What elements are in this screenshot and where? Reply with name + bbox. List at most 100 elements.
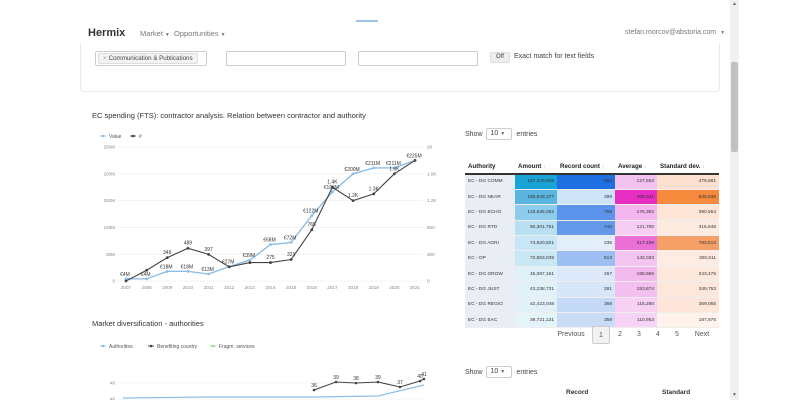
legend-label: Benefiting country <box>157 344 198 350</box>
scroll-down-icon[interactable]: ▼ <box>732 392 737 398</box>
data-point <box>124 277 128 281</box>
data-point <box>269 261 272 264</box>
data-point <box>186 269 190 273</box>
pagination-page-5[interactable]: 5 <box>675 331 679 338</box>
page-size-select[interactable]: 10 ▼ <box>486 128 513 140</box>
data-point <box>354 381 358 385</box>
cell-average: 115,280 <box>615 297 657 314</box>
table-row[interactable]: EC - DG RTD 90,301,761 742 121,700 316,648 <box>465 220 719 237</box>
pagination-previous[interactable]: Previous <box>557 331 585 338</box>
table-row[interactable]: EC - OP 72,863,039 513 142,033 300,511 <box>465 250 719 267</box>
table-row[interactable]: EC - DG NEAR 165,649,377 399 406,331 845,838 <box>465 189 719 206</box>
data-point <box>145 268 149 272</box>
scrollbar-thumb[interactable] <box>731 62 738 152</box>
scroll-up-icon[interactable]: ▲ <box>732 1 737 7</box>
filter-input-2[interactable] <box>226 51 346 66</box>
table2-header-record[interactable]: Record <box>566 389 589 396</box>
x-tick-label: 2013 <box>245 285 256 290</box>
legend-label: Value <box>109 134 122 140</box>
table-row[interactable]: EC - DG COMM 167,479,658 883 127,553 479,561 <box>465 174 719 190</box>
table-row[interactable]: EC - DG ECHO 133,636,082 759 176,352 390,554 <box>465 204 719 221</box>
filter-input-3[interactable] <box>358 51 478 66</box>
column-header-label: Amount <box>518 163 542 170</box>
cell-standard-dev: 369,055 <box>657 297 719 314</box>
data-label: 1.6K <box>389 166 400 172</box>
user-menu[interactable]: stefan.morcov@abstoria.com ▼ <box>625 29 725 36</box>
column-header-average[interactable]: Average ↕ <box>615 146 657 175</box>
column-header-record-count[interactable]: Record count ↕ <box>557 146 615 175</box>
data-label: 349 <box>163 250 172 256</box>
table2-header-standard[interactable]: Standard <box>662 389 691 396</box>
sort-icon: ↕ <box>702 164 705 170</box>
data-label: 39 <box>375 375 381 381</box>
data-label: €211M <box>386 161 401 167</box>
pagination-page-4[interactable]: 4 <box>656 331 660 338</box>
chart1-title: EC spending (FTS): contractor analysis. … <box>92 111 366 120</box>
data-point <box>248 258 252 262</box>
exact-match-toggle[interactable]: Off <box>490 52 510 63</box>
data-label: €122M <box>303 209 318 215</box>
brand-logo[interactable]: Hermix <box>88 27 126 39</box>
table-header-row: Authority Amount ↓ Record count ↕ Average ↕… <box>465 146 719 175</box>
table-row[interactable]: EC - DG EAC 39,721,131 359 110,953 187,976 <box>465 312 719 329</box>
table-row[interactable]: EC - DG GROW 45,087,161 267 168,866 343,476 <box>465 266 719 283</box>
page-size-value: 10 <box>490 368 499 375</box>
y-right-tick-label: 1.2K <box>427 198 437 203</box>
data-point <box>351 199 355 202</box>
table-row[interactable]: EC - DG AGRI 74,520,501 235 317,109 783,513 <box>465 235 719 252</box>
pagination-next[interactable]: Next <box>694 331 710 338</box>
data-point <box>269 243 272 246</box>
data-label: €225M <box>406 153 421 159</box>
data-label: 765 <box>308 222 317 228</box>
page-size-select[interactable]: 10 ▼ <box>486 366 513 378</box>
authority-filter-input[interactable] <box>95 51 207 66</box>
column-header-authority[interactable]: Authority <box>465 146 515 175</box>
cell-average: 317,109 <box>615 235 657 252</box>
data-label: €18M <box>160 264 173 270</box>
x-tick-label: 2011 <box>204 285 214 290</box>
pagination-page-2[interactable]: 2 <box>618 331 622 338</box>
data-label: 37 <box>397 380 403 386</box>
x-tick-label: 2018 <box>348 285 359 290</box>
cell-authority: EC - DG EAC <box>465 312 515 329</box>
data-point <box>165 256 169 260</box>
cell-standard-dev: 390,554 <box>657 204 719 221</box>
data-point <box>124 279 128 283</box>
nav-menu-market[interactable]: Market ▼ <box>140 29 170 38</box>
cell-amount: 45,087,161 <box>515 266 557 283</box>
column-header-standard-dev[interactable]: Standard dev. ↕ <box>657 146 719 175</box>
data-label: 1.2K <box>348 193 359 199</box>
data-label: 489 <box>184 241 193 247</box>
pagination-page-1[interactable]: 1 <box>592 326 610 344</box>
legend-marker <box>101 344 105 348</box>
cell-standard-dev: 300,511 <box>657 250 719 267</box>
nav-menu-market-label: Market <box>140 29 163 38</box>
y-left-tick-label: 200M <box>104 171 116 176</box>
cell-standard-dev: 479,561 <box>657 174 719 190</box>
cell-amount: 90,301,761 <box>515 220 557 237</box>
remove-tag-icon[interactable]: × <box>103 55 107 62</box>
data-label: 321 <box>287 252 296 258</box>
cell-record-count: 883 <box>557 174 615 190</box>
cell-average: 176,352 <box>615 204 657 221</box>
table-row[interactable]: EC - DG REGIO 42,423,048 368 115,280 369,055 <box>465 297 719 314</box>
filter-tag[interactable]: × Communication & Publications <box>98 53 198 64</box>
column-header-label: Average <box>618 163 643 170</box>
y-right-tick-label: 0 <box>427 279 430 284</box>
table-row[interactable]: EC - DG JUST 43,238,731 281 153,874 349,753 <box>465 281 719 298</box>
nav-menu-opportunities[interactable]: Opportunities ▼ <box>174 29 226 38</box>
legend-marker <box>101 134 105 138</box>
column-header-amount[interactable]: Amount ↓ <box>515 146 557 175</box>
y-left-tick-label: 100M <box>104 225 116 230</box>
cell-record-count: 267 <box>557 266 615 283</box>
data-label: €39M <box>243 253 256 259</box>
data-point <box>372 166 376 170</box>
pagination-page-3[interactable]: 3 <box>637 331 641 338</box>
x-tick-label: 2008 <box>142 285 153 290</box>
page-scrollbar[interactable]: ▲ ▼ <box>730 0 739 400</box>
data-label: 397 <box>204 247 213 253</box>
data-label: €27M <box>222 260 235 266</box>
x-tick-label: 2015 <box>286 285 297 290</box>
cell-authority: EC - DG COMM <box>465 174 515 190</box>
cell-record-count: 281 <box>557 281 615 298</box>
